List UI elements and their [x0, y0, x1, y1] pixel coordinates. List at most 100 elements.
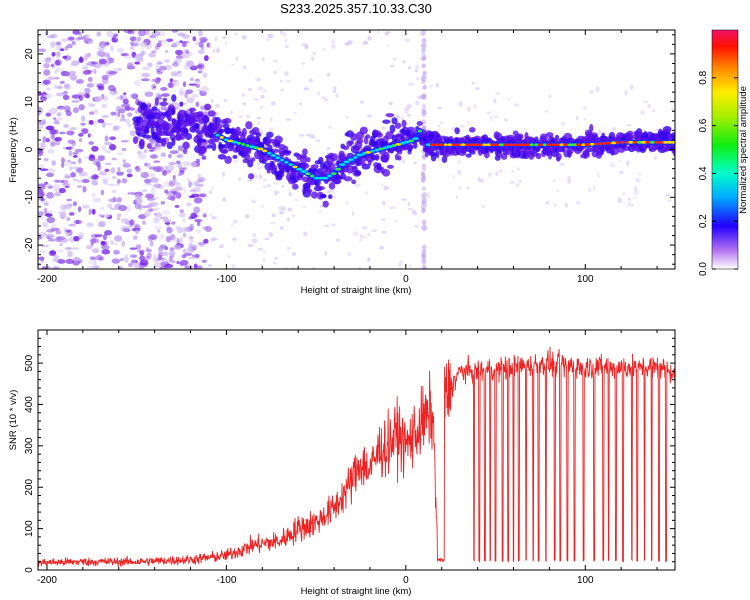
ridge-peak: [455, 143, 462, 147]
noise-blob: [87, 133, 91, 138]
noise-blob: [161, 93, 170, 97]
noise-blob: [667, 199, 672, 203]
ridge-halo: [179, 101, 184, 107]
noise-blob: [59, 242, 63, 247]
noise-blob: [58, 131, 66, 135]
noise-blob: [139, 259, 149, 266]
noise-blob: [270, 117, 273, 122]
noise-blob: [367, 114, 373, 118]
noise-blob: [422, 75, 427, 81]
ridge-halo: [221, 149, 228, 154]
spectrogram-ridge: [132, 94, 675, 208]
noise-blob: [47, 226, 55, 230]
noise-blob: [231, 223, 234, 228]
noise-blob: [100, 240, 106, 246]
noise-blob: [260, 204, 264, 209]
noise-blob: [133, 79, 142, 87]
noise-blob: [54, 69, 58, 74]
noise-blob: [144, 210, 151, 217]
noise-blob: [174, 182, 181, 186]
noise-blob: [142, 220, 146, 225]
noise-blob: [162, 219, 172, 223]
noise-blob: [158, 251, 164, 257]
noise-blob: [201, 259, 207, 263]
noise-blob: [85, 244, 93, 250]
noise-blob: [262, 250, 267, 253]
noise-blob: [111, 189, 117, 194]
noise-blob: [87, 222, 94, 226]
ridge-peak: [443, 143, 448, 147]
ridge-peak: [649, 140, 656, 144]
noise-blob: [567, 178, 572, 184]
noise-blob: [261, 166, 265, 169]
noise-blob: [66, 43, 73, 49]
noise-blob: [144, 178, 152, 184]
noise-blob: [256, 166, 263, 170]
noise-blob: [93, 62, 102, 69]
noise-blob: [280, 88, 284, 93]
noise-blob: [116, 213, 122, 218]
ridge-peak: [546, 143, 552, 147]
noise-blob: [43, 207, 48, 215]
ridge-peak: [327, 174, 332, 178]
noise-blob: [172, 62, 179, 67]
noise-blob: [215, 49, 220, 53]
noise-blob: [197, 49, 205, 55]
noise-blob: [111, 157, 118, 161]
noise-blob: [43, 63, 50, 69]
noise-blob: [148, 52, 156, 58]
noise-blob: [39, 192, 46, 197]
noise-blob: [214, 36, 218, 42]
noise-blob: [186, 178, 191, 182]
noise-blob: [96, 31, 101, 37]
noise-blob: [408, 82, 414, 86]
noise-blob: [402, 60, 406, 64]
ridge-halo: [387, 164, 394, 169]
ridge-halo: [671, 132, 675, 139]
noise-blob: [415, 77, 420, 81]
noise-blob: [195, 253, 200, 259]
noise-blob: [199, 193, 207, 198]
noise-blob: [100, 245, 110, 250]
noise-blob: [141, 67, 150, 70]
colorbar-tick-label: 0.8: [698, 70, 709, 84]
noise-blob: [127, 262, 134, 268]
noise-blob: [113, 249, 120, 255]
noise-blob: [545, 200, 550, 205]
noise-blob: [321, 96, 326, 99]
noise-blob: [132, 40, 139, 47]
noise-blob: [44, 213, 53, 217]
noise-blob: [56, 41, 62, 46]
noise-blob: [238, 115, 243, 118]
noise-blob: [73, 256, 81, 262]
noise-blob: [72, 30, 80, 35]
ridge-peak: [275, 156, 281, 160]
noise-blob: [182, 161, 192, 167]
ridge-peak: [262, 149, 268, 153]
noise-blob: [168, 82, 174, 88]
noise-blob: [408, 264, 412, 268]
noise-blob: [208, 190, 213, 194]
ridge-peak: [248, 145, 256, 149]
noise-blob: [391, 206, 396, 209]
ridge-halo: [201, 116, 210, 122]
noise-blob: [232, 219, 239, 224]
noise-blob: [111, 176, 117, 179]
noise-blob: [68, 223, 77, 227]
noise-blob: [87, 260, 96, 265]
noise-blob: [278, 205, 285, 211]
noise-blob: [124, 254, 129, 260]
noise-blob: [406, 104, 412, 109]
noise-blob: [41, 201, 50, 205]
noise-blob: [122, 227, 130, 233]
noise-blob: [137, 56, 143, 62]
noise-blob: [71, 141, 77, 147]
ridge-peak: [232, 140, 238, 144]
noise-blob: [191, 93, 199, 99]
noise-blob: [110, 111, 117, 116]
noise-blob: [140, 78, 150, 82]
noise-blob: [152, 85, 157, 89]
noise-blob: [160, 87, 168, 91]
noise-blob: [123, 98, 129, 105]
noise-blob: [89, 256, 97, 260]
